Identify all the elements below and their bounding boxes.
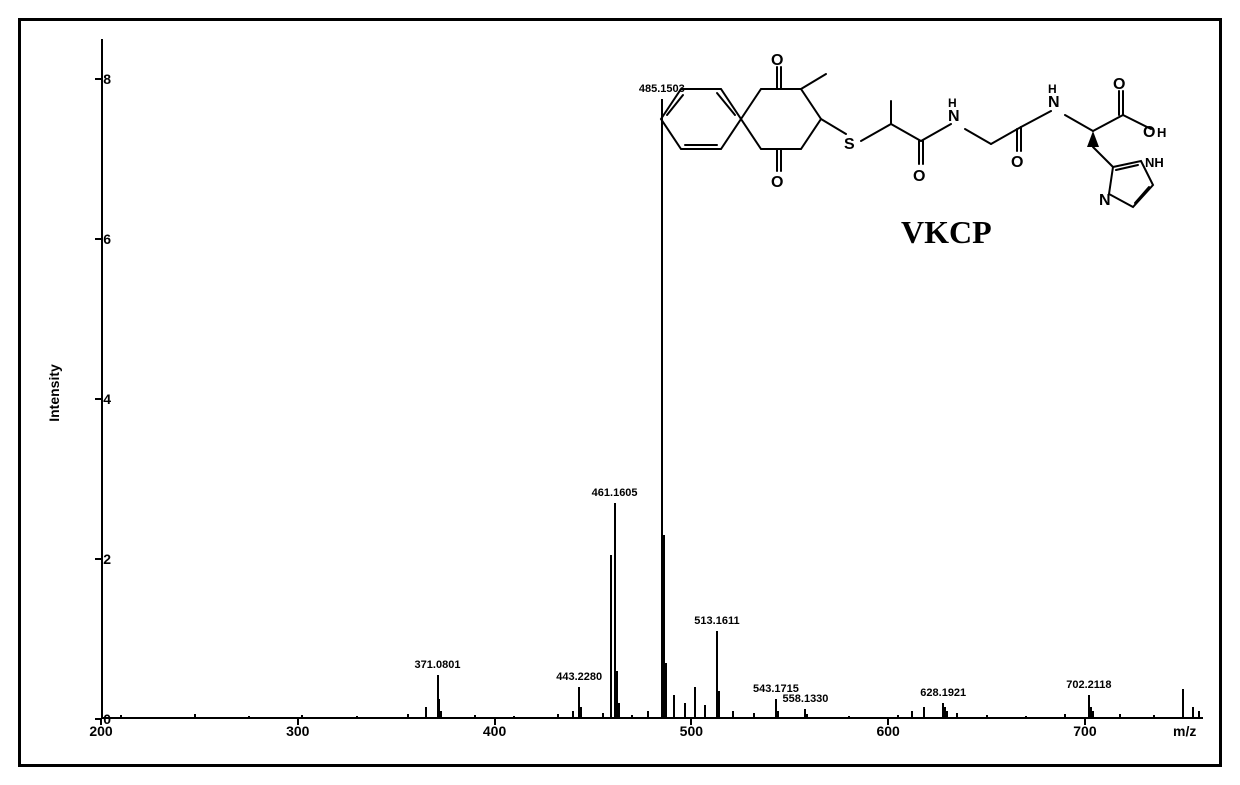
- spectrum-peak: [848, 716, 850, 719]
- peak-label: 443.2280: [556, 671, 602, 683]
- spectrum-peak: [946, 711, 948, 719]
- peak-label: 461.1605: [592, 487, 638, 499]
- spectrum-peak: [1198, 711, 1200, 719]
- x-tick-label: 600: [876, 723, 899, 739]
- svg-text:O: O: [1011, 154, 1023, 171]
- x-tick-mark: [1084, 719, 1086, 725]
- svg-text:NH: NH: [1145, 155, 1164, 170]
- spectrum-peak: [986, 715, 988, 719]
- svg-text:S: S: [844, 136, 855, 153]
- spectrum-peak: [911, 711, 913, 719]
- spectrum-peak: [120, 715, 122, 719]
- spectrum-peak: [718, 691, 720, 719]
- spectrum-peak: [513, 716, 515, 719]
- spectrum-peak: [704, 705, 706, 719]
- svg-text:H: H: [1048, 82, 1057, 96]
- spectrum-peak: [557, 714, 559, 719]
- spectrum-peak: [1025, 716, 1027, 719]
- spectrum-peak: [631, 715, 633, 719]
- spectrum-peak: [572, 711, 574, 719]
- spectrum-peak: [1182, 689, 1184, 719]
- svg-text:N: N: [948, 108, 960, 125]
- x-tick-mark: [887, 719, 889, 725]
- spectrum-peak: [923, 707, 925, 719]
- svg-text:H: H: [948, 96, 957, 110]
- x-tick-mark: [494, 719, 496, 725]
- spectrum-peak: [956, 713, 958, 719]
- molecule-name: VKCP: [901, 214, 992, 251]
- peak-label: 513.1611: [694, 615, 739, 627]
- spectrum-peak: [440, 711, 442, 719]
- spectrum-peak: [694, 687, 696, 719]
- svg-text:N: N: [1099, 192, 1111, 209]
- x-tick-label: 300: [286, 723, 309, 739]
- chart-frame: Intensity 02468 200300400500600700 371.0…: [18, 18, 1222, 767]
- spectrum-peak: [407, 714, 409, 719]
- spectrum-peak: [356, 716, 358, 719]
- svg-text:O: O: [1113, 76, 1125, 93]
- x-tick-label: 500: [680, 723, 703, 739]
- spectrum-peak: [618, 703, 620, 719]
- y-axis-label: Intensity: [46, 364, 62, 422]
- svg-text:H: H: [1157, 125, 1166, 140]
- spectrum-peak: [1192, 707, 1194, 719]
- spectrum-peak: [777, 711, 779, 719]
- x-tick-label: 200: [89, 723, 112, 739]
- spectrum-peak: [248, 716, 250, 719]
- peak-label: 558.1330: [783, 693, 829, 705]
- spectrum-peak: [602, 713, 604, 719]
- spectrum-peak: [647, 711, 649, 719]
- peak-label: 371.0801: [415, 659, 461, 671]
- chemical-structure: O O S O N H O N H O O H N NH VKCP: [641, 49, 1181, 269]
- spectrum-peak: [753, 713, 755, 719]
- svg-text:O: O: [771, 174, 783, 191]
- svg-text:O: O: [913, 168, 925, 185]
- spectrum-peak: [610, 555, 612, 719]
- spectrum-peak: [194, 714, 196, 719]
- spectrum-peak: [684, 703, 686, 719]
- spectrum-peak: [1092, 711, 1094, 719]
- spectrum-peak: [673, 695, 675, 719]
- x-tick-label: 400: [483, 723, 506, 739]
- svg-text:O: O: [1143, 124, 1155, 141]
- spectrum-peak: [425, 707, 427, 719]
- spectrum-peak: [1153, 715, 1155, 719]
- spectrum-peak: [301, 715, 303, 719]
- spectrum-peak: [474, 715, 476, 719]
- spectrum-peak: [149, 717, 151, 719]
- spectrum-peak: [1119, 714, 1121, 719]
- spectrum-peak: [1064, 714, 1066, 719]
- spectrum-peak: [732, 711, 734, 719]
- x-tick-mark: [690, 719, 692, 725]
- x-tick-label: 700: [1073, 723, 1096, 739]
- peak-label: 628.1921: [920, 687, 966, 699]
- spectrum-peak: [580, 707, 582, 719]
- spectrum-peak: [806, 714, 808, 719]
- x-tick-mark: [297, 719, 299, 725]
- x-axis-label: m/z: [1173, 723, 1196, 739]
- spectrum-peak: [897, 715, 899, 719]
- peak-label: 702.2118: [1066, 679, 1111, 691]
- spectrum-peak: [665, 663, 667, 719]
- x-tick-mark: [100, 719, 102, 725]
- svg-text:N: N: [1048, 94, 1060, 111]
- svg-text:O: O: [771, 52, 783, 69]
